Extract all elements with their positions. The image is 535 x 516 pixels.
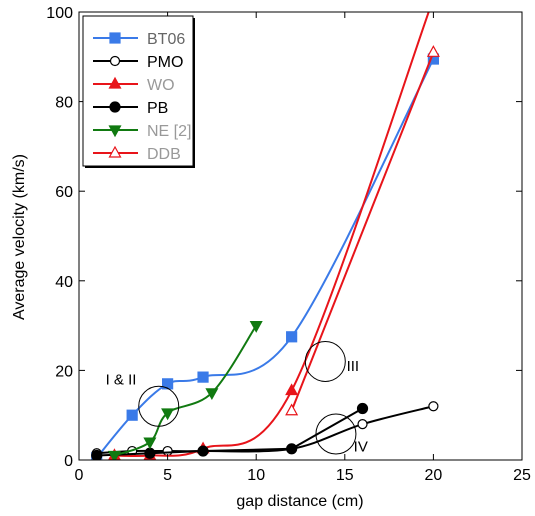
legend-label: PB [147, 100, 168, 117]
legend-box [82, 15, 194, 167]
data-point-pb [144, 447, 156, 459]
x-tick-label: 25 [513, 467, 531, 484]
x-tick-label: 10 [247, 467, 265, 484]
y-tick-label: 0 [64, 453, 73, 470]
series-line-ne-2 [114, 325, 258, 457]
y-axis-label: Average velocity (km/s) [11, 154, 28, 320]
annotation-label-i-ii: I & II [106, 371, 137, 388]
data-point-ne-2 [161, 408, 175, 421]
legend-label: BT06 [147, 31, 185, 48]
legend-entry-wo: WO [93, 76, 175, 94]
data-point-bt06 [162, 378, 174, 390]
legend-entry-pmo: PMO [93, 54, 183, 71]
series-ddb [285, 45, 440, 416]
legend-entry-ne-2: NE [2] [93, 123, 191, 140]
annotations: I & II III IV [106, 340, 368, 456]
legend-label: NE [2] [147, 123, 191, 140]
series-ne-2 [107, 321, 263, 460]
x-tick-label: 20 [425, 467, 443, 484]
y-tick-label: 60 [55, 184, 73, 201]
y-tick-label: 40 [55, 274, 73, 291]
data-point-ne-2 [205, 388, 219, 401]
legend-entry-pb: PB [93, 100, 168, 117]
data-point-ne-2 [107, 450, 121, 460]
x-tick-label: 0 [75, 467, 84, 484]
data-point-pb [286, 443, 298, 455]
legend-marker [108, 145, 122, 158]
annotation-circle-iv [315, 413, 357, 455]
x-tick-label: 5 [163, 467, 172, 484]
data-point-wo [285, 383, 299, 396]
data-point-ne-2 [249, 321, 263, 333]
data-point-ddb [426, 45, 440, 57]
legend-marker [109, 101, 121, 113]
data-point-pb [91, 449, 103, 460]
annotation-circle-iii [304, 340, 346, 382]
data-point-bt06 [197, 371, 209, 383]
legend-entry-ddb: DDB [93, 145, 181, 163]
data-point-pb [356, 402, 369, 415]
plot-frame [78, 11, 523, 461]
axes: 0 5 10 15 20 25 0 20 40 60 80 100 [46, 5, 531, 484]
data-point-bt06 [286, 331, 298, 343]
series-marks [91, 0, 440, 460]
legend-label: DDB [147, 146, 181, 163]
legend: BT06 PMO WO PB NE [2] DDB [82, 15, 195, 168]
x-tick-label: 15 [336, 467, 354, 484]
legend-marker [108, 76, 122, 89]
y-tick-label: 20 [55, 363, 73, 380]
data-point-bt06 [126, 409, 138, 421]
y-tick-label: 100 [46, 5, 73, 22]
series-pb [91, 402, 369, 460]
annotation-label-iv: IV [354, 439, 368, 456]
x-axis-label: gap distance (cm) [236, 493, 363, 510]
data-point-ddb [285, 403, 299, 416]
annotation-label-iii: III [347, 358, 360, 375]
series-line-ddb [290, 51, 435, 412]
annotation-circle-i-ii [138, 385, 180, 427]
data-point-wo [428, 0, 439, 3]
legend-label: PMO [147, 54, 183, 71]
legend-entry-bt06: BT06 [93, 31, 185, 48]
data-point-pmo [357, 419, 368, 430]
legend-marker [109, 32, 121, 44]
legend-marker [109, 55, 121, 67]
legend-marker [108, 125, 122, 138]
data-point-pb [197, 445, 209, 457]
data-point-ne-2 [143, 437, 157, 450]
legend-label: WO [147, 77, 175, 94]
y-tick-label: 80 [55, 95, 73, 112]
data-point-pmo [428, 401, 439, 412]
